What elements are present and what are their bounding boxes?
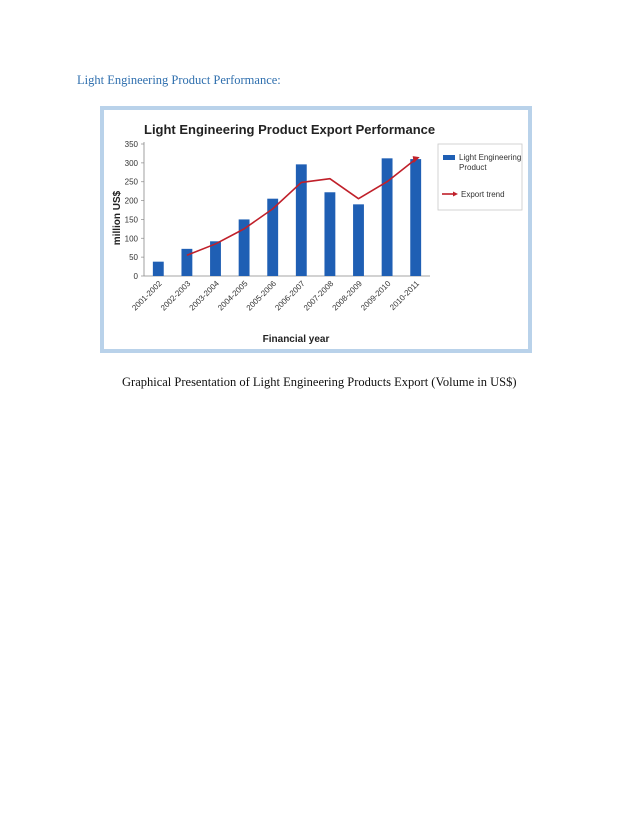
bar xyxy=(410,159,422,276)
y-tick-label: 200 xyxy=(125,197,139,206)
legend-label-trend: Export trend xyxy=(461,190,505,199)
figure-caption: Graphical Presentation of Light Engineer… xyxy=(122,375,517,389)
bar xyxy=(295,164,307,276)
chart-frame: Light Engineering Product Export Perform… xyxy=(100,106,532,353)
bar xyxy=(238,219,250,276)
bar xyxy=(181,248,193,276)
x-axis-label: Financial year xyxy=(263,334,330,345)
y-tick-label: 150 xyxy=(125,215,139,224)
bar xyxy=(152,261,164,276)
y-axis-label: million US$ xyxy=(112,190,123,245)
trend-line xyxy=(186,158,417,257)
trend-arrowhead xyxy=(412,156,420,164)
y-tick-label: 100 xyxy=(125,234,139,243)
export-performance-chart: Light Engineering Product Export Perform… xyxy=(104,110,528,349)
bar xyxy=(353,204,364,276)
y-tick-label: 250 xyxy=(125,178,139,187)
bar xyxy=(324,192,336,276)
y-tick-label: 350 xyxy=(125,140,139,149)
legend-bar-swatch xyxy=(443,155,455,160)
bar xyxy=(381,158,393,276)
bar xyxy=(267,198,279,276)
y-tick-label: 300 xyxy=(125,159,139,168)
y-tick-label: 50 xyxy=(129,253,138,262)
section-heading: Light Engineering Product Performance: xyxy=(77,73,281,87)
chart-title: Light Engineering Product Export Perform… xyxy=(144,122,435,137)
legend-label-bars-cont: Product xyxy=(459,163,487,172)
legend-arrow-icon xyxy=(453,191,458,197)
bar xyxy=(210,241,221,276)
y-tick-label: 0 xyxy=(134,272,139,281)
legend-label-bars: Light Engineering xyxy=(459,153,521,162)
